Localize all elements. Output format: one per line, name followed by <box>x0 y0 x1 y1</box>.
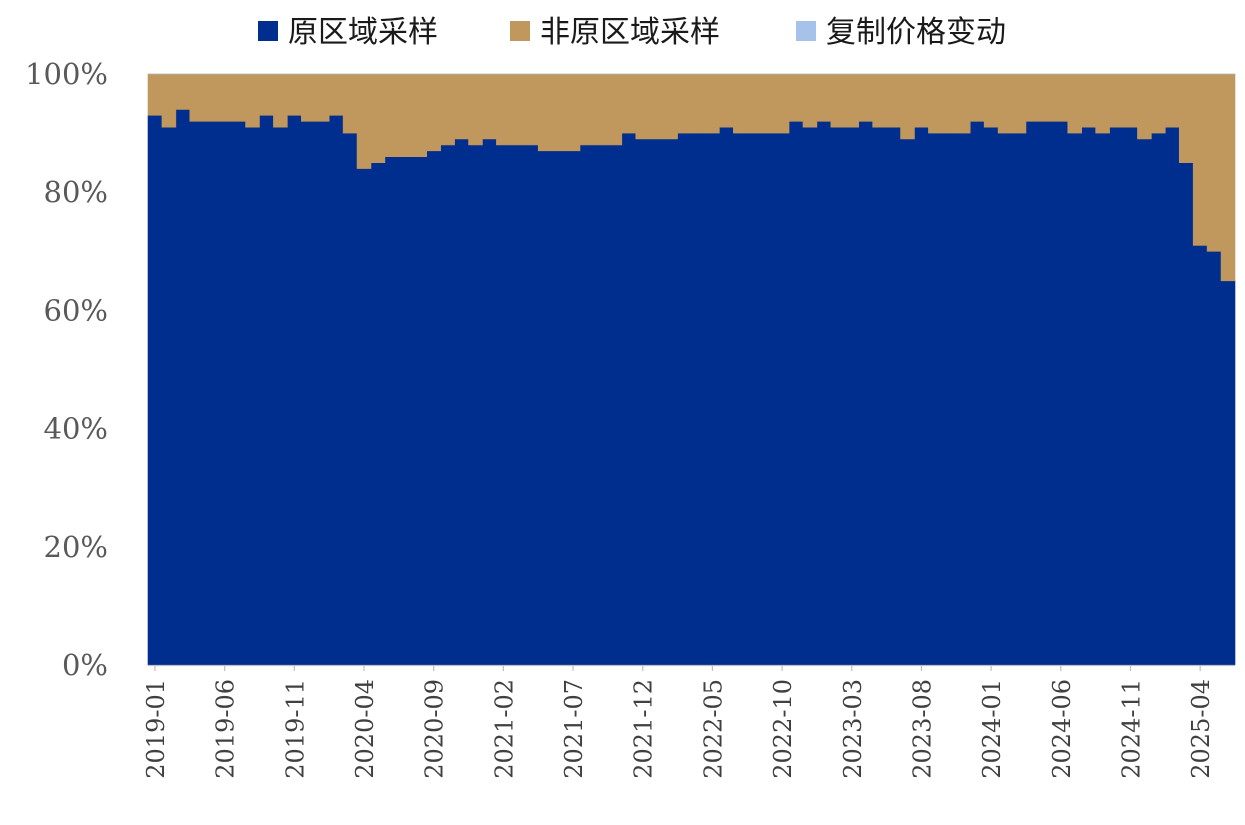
x-tick-label: 2024-06 <box>1048 679 1076 779</box>
x-tick-label: 2021-12 <box>630 679 658 779</box>
x-tick-label: 2019-06 <box>212 679 240 779</box>
legend-label: 复制价格变动 <box>826 15 1006 50</box>
legend-item-copied-price-change: 复制价格变动 <box>796 15 1006 50</box>
x-tick-label: 2019-01 <box>142 679 170 779</box>
legend: 原区域采样 非原区域采样 复制价格变动 <box>258 15 1006 50</box>
y-tick-label: 0% <box>62 648 108 682</box>
y-tick-label: 60% <box>44 293 108 327</box>
plot-area <box>147 73 1236 666</box>
x-tick-label: 2020-09 <box>421 679 449 779</box>
x-tick-label: 2024-11 <box>1117 679 1145 779</box>
y-axis: 0% 20% 40% 60% 80% 100% <box>25 57 108 682</box>
x-tick-label: 2019-11 <box>281 679 309 779</box>
legend-swatch <box>510 21 530 41</box>
x-tick-label: 2024-01 <box>978 679 1006 779</box>
x-tick-label: 2021-07 <box>560 679 588 779</box>
x-tick-label: 2023-03 <box>839 679 867 779</box>
y-tick-label: 20% <box>44 530 108 564</box>
x-axis: 2019-01 2019-06 2019-11 2020-04 2020-09 2021-… <box>142 664 1235 779</box>
legend-item-original-area-sample: 原区域采样 <box>258 15 438 50</box>
x-tick-label: 2020-04 <box>351 679 379 779</box>
x-tick-label: 2023-08 <box>908 679 936 779</box>
legend-label: 非原区域采样 <box>540 15 720 50</box>
x-tick-label: 2022-05 <box>699 679 727 779</box>
legend-swatch <box>258 21 278 41</box>
x-tick-label: 2022-10 <box>769 679 797 779</box>
legend-swatch <box>796 21 816 41</box>
y-tick-label: 80% <box>44 175 108 209</box>
legend-label: 原区域采样 <box>288 15 438 50</box>
y-tick-label: 40% <box>44 412 108 446</box>
series-area-original-area-sample <box>147 109 1236 666</box>
legend-item-non-original-area-sample: 非原区域采样 <box>510 15 720 50</box>
x-tick-label: 2025-04 <box>1187 679 1215 779</box>
y-tick-label: 100% <box>25 57 108 91</box>
x-tick-label: 2021-02 <box>490 679 518 779</box>
